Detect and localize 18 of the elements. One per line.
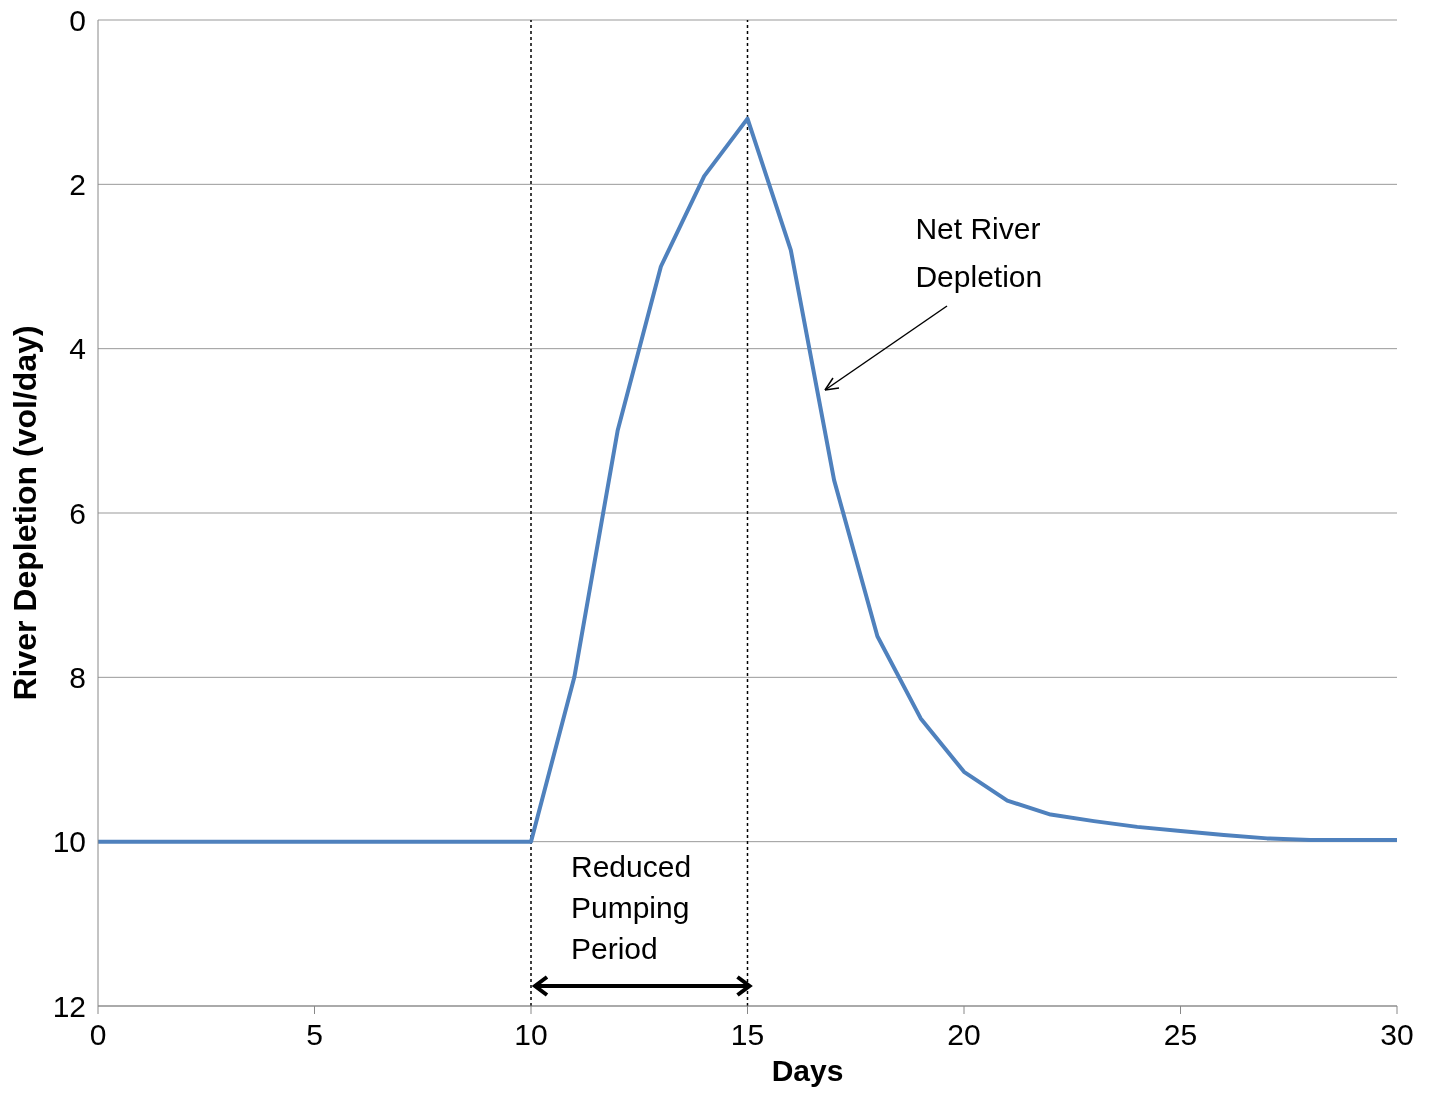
x-tick-label: 30 (1380, 1018, 1414, 1052)
line-series (98, 116, 1397, 844)
y-tick-label: 8 (69, 660, 86, 694)
x-tick-label: 25 (1163, 1018, 1198, 1052)
y-tick-label: 10 (52, 825, 86, 859)
y-axis-title: River Depletion (vol/day) (7, 325, 44, 701)
y-tick-label: 0 (69, 3, 86, 37)
annotation: Net River Depletion (915, 210, 1044, 295)
y-tick-label: 6 (69, 496, 86, 530)
y-tick-label: 12 (52, 989, 86, 1023)
y-tick-label: 4 (69, 332, 86, 366)
y-tick-label: 2 (69, 167, 86, 201)
x-tick-label: 10 (514, 1018, 548, 1052)
x-tick-label: 20 (947, 1018, 981, 1052)
x-axis-title: Days (771, 1054, 844, 1087)
x-tick-label: 15 (730, 1018, 765, 1052)
x-tick-label: 5 (306, 1018, 323, 1052)
annotation: Reduced Pumping Period (571, 849, 693, 967)
